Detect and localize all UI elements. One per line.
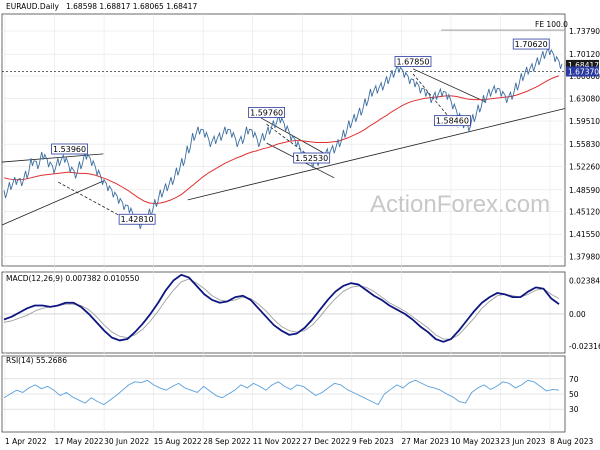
price-tick-label: 1.59510 [569, 117, 600, 126]
macd-signal-line [3, 278, 560, 340]
annotation-label: 1.53960 [53, 145, 86, 154]
trendline-rising-support [187, 108, 566, 201]
moving-average-line [3, 75, 560, 205]
price-tick-label: 1.52260 [569, 163, 600, 172]
x-tick-label: 30 Jun 2022 [104, 437, 149, 446]
annotation-box [433, 115, 471, 127]
last-price-label: 1.68417 [568, 61, 599, 70]
macd-tick-label: 0.023841 [569, 277, 600, 286]
symbol-label: EURAUD.Daily [6, 2, 59, 11]
macd-panel-frame [1, 271, 566, 354]
annotation-label: 1.70620 [515, 40, 548, 49]
price-series-line [3, 45, 563, 229]
price-tick-label: 1.45120 [569, 208, 600, 217]
macd-tick-label: 0.00 [569, 310, 586, 319]
trendline-channel-2-upper [412, 68, 487, 103]
annotation-label: 1.58460 [436, 117, 469, 126]
x-tick-label: 1 Apr 2022 [5, 437, 47, 446]
labels: 1 Apr 2022 17 May 2022 30 Jun 2022 15 Aug 2… [5, 20, 600, 446]
price-tick-label: 1.73790 [569, 27, 600, 36]
series-lines [1, 29, 566, 406]
annotation-box [118, 213, 156, 225]
x-tick-label: 8 Aug 2023 [550, 437, 593, 446]
last-price-box [566, 59, 599, 70]
price-tick-label: 1.70120 [569, 50, 600, 59]
rsi-tick-label: 70 [569, 375, 579, 384]
x-tick-label: 11 Nov 2022 [253, 437, 301, 446]
price-tick-label: 1.37980 [569, 253, 600, 262]
x-tick-label: 10 May 2023 [451, 437, 500, 446]
annotation-label: 1.67850 [396, 57, 429, 66]
trendline-channel-2-dashed [412, 73, 459, 129]
rsi-tick-label: 50 [569, 390, 579, 399]
trendline-early-channel-lower [1, 180, 104, 226]
x-tick-label: 27 Dec 2022 [302, 437, 350, 446]
macd-line [3, 273, 560, 343]
ohlc-header: 1.68598 1.68817 1.68065 1.68417 [66, 2, 197, 11]
price-tick-label: 1.48590 [569, 186, 600, 195]
x-tick-label: 23 Jun 2023 [500, 437, 545, 446]
x-tick-label: 17 May 2022 [55, 437, 104, 446]
x-tick-label: 28 Sep 2022 [203, 437, 251, 446]
trendline-wedge-upper [260, 117, 329, 157]
price-tick-label: 1.41550 [569, 230, 600, 239]
annotation-label: 1.59760 [250, 108, 283, 117]
x-tick-label: 27 Mar 2023 [401, 437, 449, 446]
last-price-box [566, 66, 599, 77]
price-tick-label: 1.55830 [569, 140, 600, 149]
annotation-box [293, 152, 331, 164]
rsi-line [3, 379, 560, 406]
annotation-label: 1.52530 [295, 154, 328, 163]
price-tick-label: 1.63080 [569, 95, 600, 104]
annotation-box [394, 56, 432, 67]
price-panel-frame [1, 13, 566, 267]
x-tick-label: 9 Feb 2023 [352, 437, 394, 446]
annotation-label: 1.42810 [121, 215, 154, 224]
annotation-box [512, 38, 550, 50]
rsi-tick-label: 30 [569, 405, 579, 414]
gridlines [2, 14, 565, 432]
fe-label: FE 100.0 [535, 20, 568, 29]
rsi-title: RSI(14) 55.2686 [6, 356, 67, 365]
panel-frames [1, 13, 566, 433]
watermark: ActionForex.com [370, 191, 550, 218]
macd-tick-label: -0.023164 [569, 342, 600, 351]
x-tick-label: 15 Aug 2022 [154, 437, 202, 446]
macd-title: MACD(12,26,9) 0.007382 0.010550 [6, 274, 140, 283]
last-price-label: 1.67370 [568, 68, 599, 77]
annotation-box [51, 143, 88, 155]
trendline-early-channel-upper [1, 153, 104, 163]
annotation-box [248, 107, 286, 118]
